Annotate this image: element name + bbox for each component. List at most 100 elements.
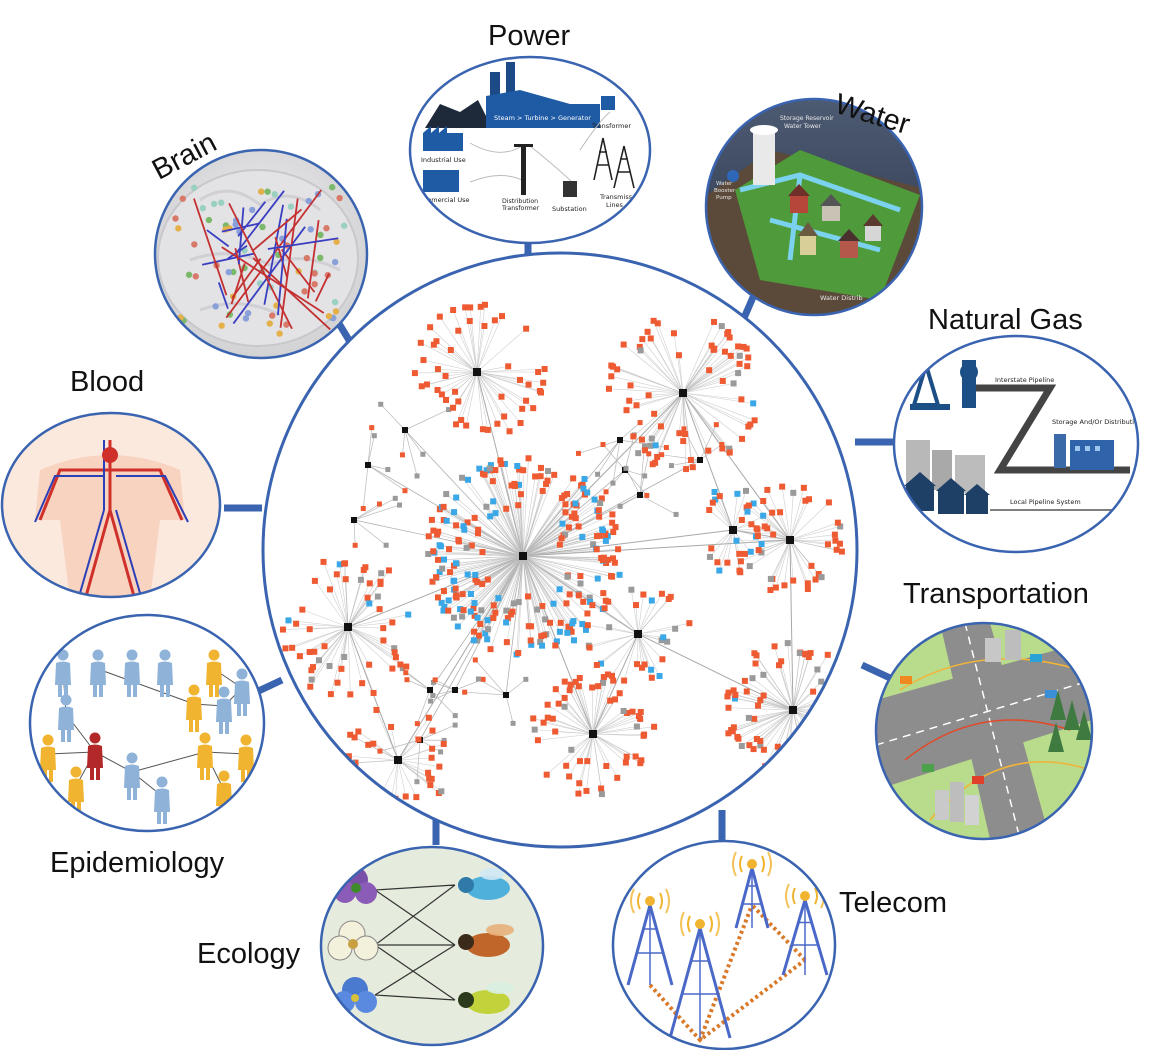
leaf-node [633, 753, 639, 759]
leaf-node [556, 701, 562, 707]
leaf-node [624, 407, 630, 413]
leaf-node [578, 580, 584, 586]
leaf-node [547, 620, 553, 626]
water-tower-icon [753, 130, 775, 185]
brain-region-node [272, 191, 278, 197]
brain-region-node [317, 255, 323, 261]
leaf-node [361, 567, 367, 573]
leaf-node [389, 619, 395, 625]
leaf-node [599, 791, 605, 797]
power-industrial-label: Industrial Use [421, 156, 466, 164]
leaf-node [580, 486, 586, 492]
leaf-node [639, 665, 645, 671]
leaf-node [289, 645, 295, 651]
leaf-node [552, 729, 558, 735]
leaf-node [545, 478, 551, 484]
leaf-node [630, 709, 636, 715]
leaf-node [532, 727, 538, 733]
brain-region-node [218, 200, 224, 206]
leaf-node [617, 690, 623, 696]
leaf-node [468, 609, 474, 615]
leaf-node [435, 557, 441, 563]
leaf-node [481, 323, 487, 329]
gas-storage-label: Storage And/Or Distribution [1052, 418, 1142, 426]
leaf-node [606, 386, 612, 392]
leaf-node [511, 481, 517, 487]
leaf-node [505, 363, 511, 369]
leaf-node [498, 394, 504, 400]
leaf-node [371, 690, 377, 696]
leaf-node [637, 760, 643, 766]
leaf-node [455, 537, 461, 543]
leaf-node [567, 591, 573, 597]
leaf-node [393, 654, 399, 660]
leaf-node [492, 467, 498, 473]
leaf-node [745, 354, 751, 360]
leaf-node [635, 450, 641, 456]
leaf-node [367, 580, 373, 586]
leaf-node [544, 772, 550, 778]
leaf-node [744, 689, 750, 695]
leaf-node [749, 675, 755, 681]
relay-node [697, 457, 703, 463]
leaf-node [639, 336, 645, 342]
leaf-node [581, 476, 587, 482]
leaf-node [594, 546, 600, 552]
label-power: Power [488, 22, 570, 51]
leaf-node [826, 499, 832, 505]
leaf-node [403, 670, 408, 675]
leaf-node [453, 421, 459, 427]
leaf-node [552, 642, 558, 648]
leaf-node [438, 543, 444, 549]
leaf-node [759, 541, 765, 547]
leaf-node [750, 400, 756, 406]
hub-node [634, 630, 642, 638]
leaf-node [562, 501, 568, 507]
leaf-node [780, 753, 786, 759]
leaf-node [595, 472, 600, 477]
leaf-node [658, 423, 664, 429]
leaf-node [601, 442, 606, 447]
leaf-node [545, 468, 551, 474]
leaf-node [818, 679, 824, 685]
leaf-node [728, 353, 734, 359]
leaf-node [429, 517, 435, 523]
leaf-node [426, 776, 432, 782]
leaf-node [540, 380, 546, 386]
brain-region-node [288, 203, 294, 209]
leaf-node [499, 313, 505, 319]
blood-panel [2, 413, 220, 600]
leaf-node [520, 467, 526, 473]
leaf-node [764, 487, 770, 493]
leaf-node [638, 420, 643, 425]
leaf-node [612, 696, 618, 702]
leaf-node [377, 606, 383, 612]
gas-interstate-label: Interstate Pipeline [995, 376, 1054, 384]
leaf-node [785, 773, 791, 779]
building-icon [935, 790, 949, 820]
leaf-node [463, 423, 469, 429]
leaf-node [714, 422, 719, 427]
leaf-node [414, 779, 419, 784]
leaf-node [488, 646, 494, 652]
leaf-node [517, 377, 523, 383]
power-transmission-label: Transmiss [599, 193, 633, 201]
leaf-node [375, 594, 381, 600]
leaf-node [854, 686, 860, 692]
leaf-node [623, 466, 628, 471]
leaf-node [424, 381, 430, 387]
leaf-node [297, 653, 303, 659]
brain-region-node [336, 195, 342, 201]
leaf-node [528, 637, 534, 643]
leaf-node [825, 541, 831, 547]
leaf-node [377, 794, 383, 800]
leaf-node [429, 746, 435, 752]
leaf-node [413, 794, 419, 800]
leaf-node [584, 610, 590, 616]
leaf-node [377, 502, 382, 507]
leaf-node [844, 693, 850, 699]
commercial-building-icon [423, 170, 459, 192]
leaf-node [609, 511, 615, 517]
leaf-node [594, 662, 600, 668]
leaf-node [626, 398, 632, 404]
